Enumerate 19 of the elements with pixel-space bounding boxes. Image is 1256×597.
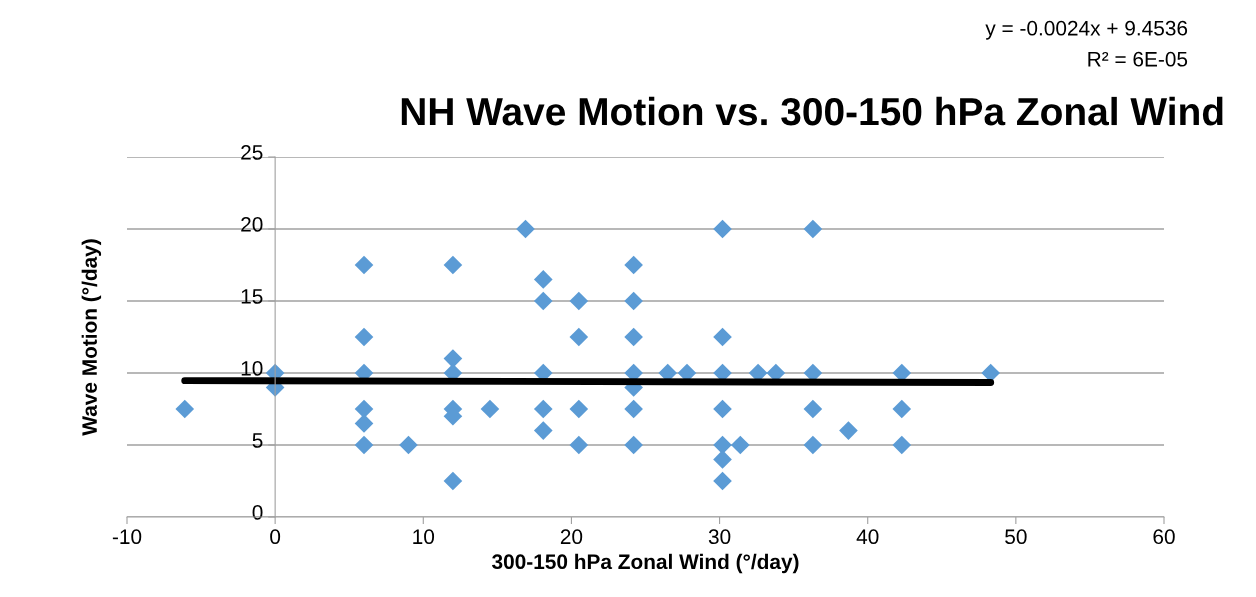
x-tick-label: 30 [708,529,731,545]
x-tick-label: -10 [112,529,142,545]
y-tick-label: 20 [241,217,263,232]
chart-title: NH Wave Motion vs. 300-150 hPa Zonal Wind [401,96,1223,126]
x-tick-label: 0 [270,529,281,545]
y-tick-label: 10 [241,361,263,376]
y-tick-label: 25 [241,145,263,160]
x-axis-title: 300-150 hPa Zonal Wind (°/day) [492,553,799,574]
x-tick-label: 40 [856,529,879,545]
x-tick-label: 60 [1153,529,1175,545]
y-tick-label: 5 [252,433,263,448]
y-tick-label: 15 [241,289,263,304]
y-axis-title: Wave Motion (°/day) [81,239,102,436]
text: y = -0.0024x + 9.4536 [985,20,1188,40]
y-tick-label: 0 [252,505,263,520]
text: R² = 6E-05 [1088,51,1188,67]
x-tick-label: 50 [1005,529,1027,545]
x-tick-label: 20 [560,529,583,545]
x-tick-label: 10 [413,529,435,545]
